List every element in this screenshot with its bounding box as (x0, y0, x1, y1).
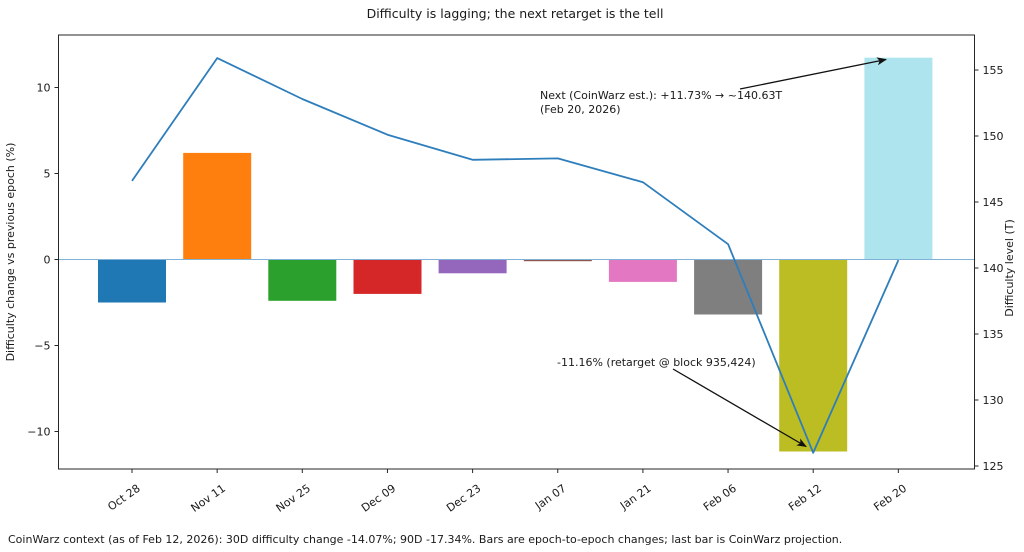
bar-oct-28 (98, 259, 166, 303)
left-tick-label-0: 0 (44, 253, 51, 266)
left-tick-label-10: 10 (37, 81, 51, 94)
annotation-next-estimate-line1: Next (CoinWarz est.): +11.73% → ~140.63T (540, 89, 782, 102)
bar-feb-12 (779, 259, 848, 452)
x-tick-label-nov-25: Nov 25 (274, 482, 313, 515)
chart-title: Difficulty is lagging; the next retarget… (367, 6, 664, 21)
right-tick-label-145: 145 (983, 196, 1004, 209)
bar-feb-20 (864, 57, 933, 260)
plot-frame (58, 34, 975, 470)
annotation-retarget: -11.16% (retarget @ block 935,424) (557, 356, 756, 369)
right-axis-label: Difficulty level (T) (1003, 219, 1016, 317)
annotation-arrow-retarget (672, 368, 807, 448)
left-tick-label-5: 5 (44, 167, 51, 180)
bar-nov-25 (268, 259, 337, 301)
caption: CoinWarz context (as of Feb 12, 2026): 3… (8, 533, 842, 546)
bar-dec-09 (353, 259, 422, 294)
x-tick-label-jan-21: Jan 21 (617, 482, 653, 513)
difficulty-line-group (131, 57, 900, 454)
bar-jan-21 (608, 259, 677, 282)
annotation-arrow-next-estimate (739, 57, 887, 90)
axis-ticks-group: 10 5 0 −5 −10 155 150 145 140 135 130 125 Oct 28 Nov … (27, 64, 1003, 515)
x-tick-label-dec-23: Dec 23 (444, 482, 483, 515)
bars-group (98, 57, 933, 452)
x-tick-label-nov-11: Nov 11 (189, 482, 228, 515)
difficulty-level-line (131, 57, 900, 454)
left-tick-label--5: −5 (34, 339, 50, 352)
x-tick-label-oct-28: Oct 28 (105, 482, 142, 514)
x-tick-label-dec-09: Dec 09 (359, 482, 398, 515)
annotation-next-estimate-line2: (Feb 20, 2026) (540, 103, 621, 116)
right-tick-label-155: 155 (983, 64, 1004, 77)
left-tick-label--10: −10 (27, 425, 50, 438)
x-tick-label-feb-12: Feb 12 (786, 482, 824, 514)
x-tick-label-jan-07: Jan 07 (532, 482, 568, 513)
right-tick-label-140: 140 (983, 262, 1004, 275)
bar-dec-23 (438, 259, 507, 274)
right-tick-label-125: 125 (983, 460, 1004, 473)
right-tick-label-135: 135 (983, 328, 1004, 341)
bar-feb-06 (694, 259, 763, 315)
x-tick-label-feb-06: Feb 06 (701, 482, 739, 514)
right-tick-label-150: 150 (983, 130, 1004, 143)
x-tick-label-feb-20: Feb 20 (871, 482, 909, 514)
bar-nov-11 (183, 152, 252, 260)
right-tick-label-130: 130 (983, 394, 1004, 407)
left-axis-label: Difficulty change vs previous epoch (%) (4, 143, 17, 362)
bar-jan-07 (523, 259, 592, 262)
